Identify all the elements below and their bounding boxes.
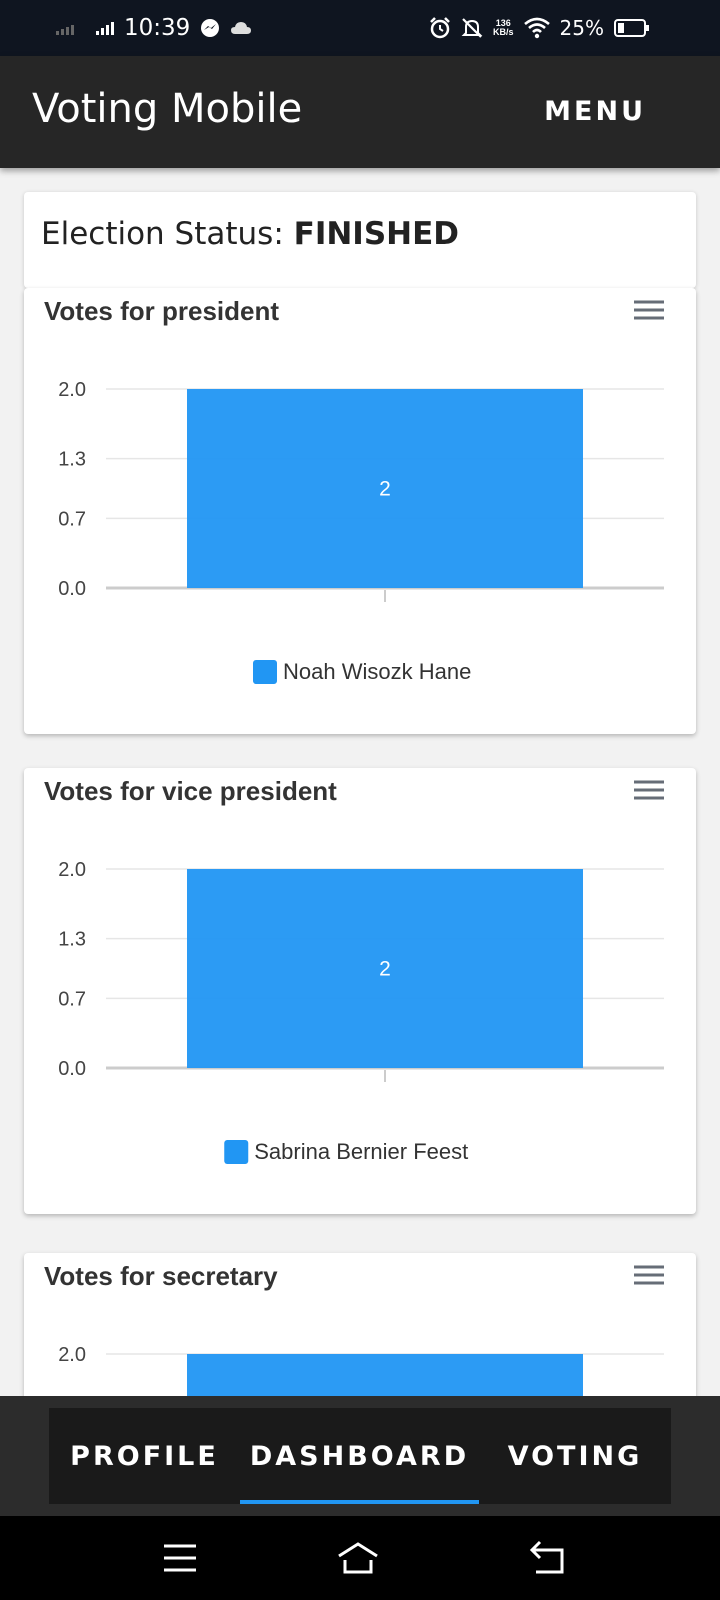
status-time: 10:39 (124, 15, 191, 41)
legend-swatch (253, 660, 277, 684)
home-icon[interactable] (336, 1536, 380, 1580)
recents-icon[interactable] (158, 1536, 202, 1580)
tab-profile[interactable]: PROFILE (49, 1408, 240, 1504)
back-icon[interactable] (526, 1536, 570, 1580)
chart-menu-icon[interactable] (628, 296, 668, 326)
messenger-icon (201, 19, 220, 37)
tab-profile-label: PROFILE (70, 1440, 219, 1472)
chart-card-secretary: Votes for secretary 2.0 (24, 1253, 696, 1396)
system-nav-bar (0, 1516, 720, 1600)
y-tick-label: 1.3 (58, 929, 86, 951)
election-status: Election Status: FINISHED (41, 216, 459, 252)
net-speed-value: 136 (495, 18, 511, 28)
chart-title: Votes for president (44, 296, 279, 326)
tab-active-indicator (240, 1500, 479, 1504)
y-tick-label: 0.7 (58, 988, 86, 1010)
y-tick-label: 0.7 (58, 508, 86, 530)
net-speed: 136 KB/s (493, 19, 514, 37)
bottom-nav: PROFILE DASHBOARD VOTING (0, 1396, 720, 1516)
status-bar: 10:39 136 KB/s 25% (0, 0, 720, 56)
election-status-value: FINISHED (293, 216, 460, 252)
wifi-icon (523, 17, 550, 39)
legend-label[interactable]: Noah Wisozk Hane (283, 659, 471, 684)
mute-icon (461, 18, 483, 38)
tab-dashboard-label: DASHBOARD (249, 1440, 470, 1472)
dashboard-content[interactable]: Election Status: FINISHED Votes for pres… (0, 168, 720, 1396)
chart-menu-icon[interactable] (628, 776, 668, 806)
bar-data-label: 2 (379, 958, 391, 981)
y-tick-label: 2.0 (58, 859, 86, 881)
y-tick-label: 1.3 (58, 449, 86, 471)
y-tick-label: 2.0 (58, 1344, 86, 1366)
status-right: 136 KB/s 25% (429, 14, 650, 42)
battery-icon (614, 19, 649, 37)
chart-card-president: Votes for president 2.0 1.3 0.7 0.0 2 Noah Wis… (24, 288, 696, 734)
y-tick-label: 0.0 (58, 1058, 86, 1080)
bar-data-label: 2 (379, 478, 391, 501)
alarm-icon (430, 17, 450, 39)
chart-bar[interactable] (187, 869, 583, 1068)
chart-menu-icon[interactable] (628, 1261, 668, 1291)
bar-chart: Votes for vice president 2.0 1.3 0.7 0.0 2 Sab… (44, 776, 668, 1164)
app-title: Voting Mobile (32, 86, 303, 132)
signal-icon (56, 22, 114, 35)
app-bar: Voting Mobile MENU (0, 56, 720, 168)
tab-dashboard[interactable]: DASHBOARD (240, 1408, 479, 1504)
status-left: 10:39 (56, 14, 252, 42)
bar-chart: Votes for secretary 2.0 (44, 1261, 668, 1396)
legend-label[interactable]: Sabrina Bernier Feest (254, 1139, 468, 1164)
y-tick-label: 2.0 (58, 379, 86, 401)
chart-card-vice-president: Votes for vice president 2.0 1.3 0.7 0.0 2 Sab… (24, 768, 696, 1214)
cloud-icon (231, 22, 252, 34)
y-tick-label: 0.0 (58, 578, 86, 600)
chart-title: Votes for vice president (44, 776, 337, 806)
chart-bar[interactable] (187, 389, 583, 588)
bar-chart: Votes for president 2.0 1.3 0.7 0.0 2 Noah Wis… (44, 296, 668, 684)
tab-strip: PROFILE DASHBOARD VOTING (49, 1408, 671, 1504)
legend-swatch (224, 1140, 249, 1164)
election-status-label: Election Status: (41, 216, 294, 252)
chart-bar[interactable] (187, 1354, 583, 1396)
tab-voting[interactable]: VOTING (479, 1408, 671, 1504)
tab-voting-label: VOTING (507, 1440, 643, 1472)
menu-button[interactable]: MENU (544, 96, 646, 127)
chart-title: Votes for secretary (44, 1261, 278, 1291)
battery-percent: 25% (559, 16, 604, 40)
election-status-card: Election Status: FINISHED (24, 192, 696, 288)
net-speed-unit: KB/s (493, 27, 514, 37)
